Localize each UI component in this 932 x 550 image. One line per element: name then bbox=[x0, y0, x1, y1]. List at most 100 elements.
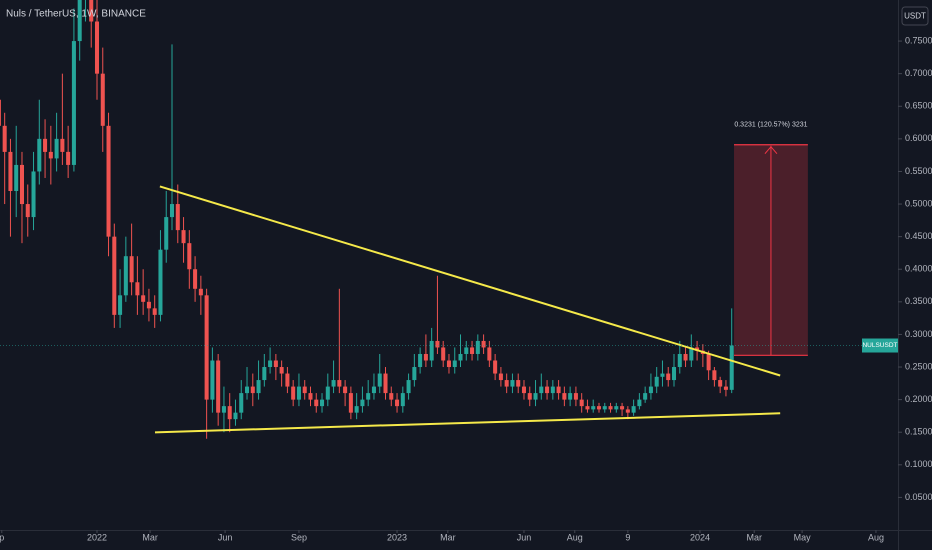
candle-body bbox=[562, 393, 567, 400]
x-tick-label: Jun bbox=[218, 532, 233, 542]
candle-body bbox=[204, 295, 209, 400]
candle-body bbox=[244, 386, 250, 394]
candle-body bbox=[625, 409, 630, 413]
candle-body bbox=[383, 373, 388, 394]
candle-body bbox=[493, 360, 498, 374]
last-price-tag bbox=[862, 338, 898, 353]
candle-body bbox=[227, 406, 232, 420]
candle-body bbox=[314, 399, 319, 407]
candle-body bbox=[89, 0, 94, 22]
candle-body bbox=[71, 41, 76, 165]
candle-body bbox=[118, 295, 123, 315]
candle-body bbox=[568, 393, 573, 400]
candle-body bbox=[239, 393, 244, 413]
candle-body bbox=[135, 282, 140, 296]
candle-body bbox=[37, 138, 42, 172]
candle-body bbox=[158, 249, 163, 315]
candle-body bbox=[268, 360, 273, 368]
x-tick-label: 9 bbox=[625, 532, 630, 542]
candle-body bbox=[498, 373, 503, 381]
candle-body bbox=[60, 138, 65, 152]
candle-body bbox=[262, 367, 267, 381]
plot-area bbox=[0, 0, 898, 439]
candle-body bbox=[608, 406, 613, 410]
candle-body bbox=[66, 151, 71, 165]
x-tick-label: 2023 bbox=[387, 532, 407, 542]
candle-body bbox=[337, 380, 342, 387]
candle-body bbox=[233, 412, 238, 420]
candle-body bbox=[164, 217, 169, 250]
x-tick-label: Mar bbox=[746, 532, 762, 542]
candle-body bbox=[285, 373, 290, 387]
candle-body bbox=[400, 393, 405, 407]
candle-body bbox=[677, 353, 682, 368]
candle-body bbox=[406, 380, 411, 394]
y-tick-label: 0.5000 bbox=[905, 198, 932, 208]
candle-body bbox=[516, 380, 521, 387]
candle-body bbox=[429, 340, 434, 361]
candle-body bbox=[487, 347, 492, 361]
candle-body bbox=[54, 138, 59, 159]
candle-body bbox=[31, 171, 36, 218]
candle-body bbox=[43, 138, 48, 152]
candle-body bbox=[371, 386, 376, 394]
candle-body bbox=[660, 373, 665, 377]
candle-body bbox=[648, 386, 653, 394]
candle-body bbox=[354, 406, 359, 413]
x-tick-label: Aug bbox=[868, 532, 884, 542]
x-tick-label: May bbox=[794, 532, 812, 542]
candle-body bbox=[706, 353, 711, 371]
y-tick-label: 0.1000 bbox=[905, 459, 932, 469]
candle-body bbox=[100, 73, 105, 126]
candle-body bbox=[452, 360, 457, 368]
candle-body bbox=[256, 380, 261, 394]
candle-body bbox=[423, 353, 428, 361]
candle-body bbox=[19, 164, 25, 205]
candle-body bbox=[14, 164, 19, 192]
candle-body bbox=[106, 125, 111, 237]
candle-body bbox=[308, 393, 313, 400]
chart-title: Nuls / TetherUS, 1W, BINANCE bbox=[6, 9, 146, 20]
y-tick-label: 0.6500 bbox=[905, 101, 932, 111]
y-tick-label: 0.7000 bbox=[905, 68, 932, 78]
candle-body bbox=[112, 236, 117, 315]
candle-body bbox=[718, 380, 723, 387]
y-tick-label: 0.2000 bbox=[905, 394, 932, 404]
measure-label: 0.3231 (120.57%) 3231 bbox=[734, 122, 807, 129]
candle-body bbox=[141, 295, 146, 302]
candle-body bbox=[77, 0, 82, 42]
x-tick-label: Mar bbox=[142, 532, 158, 542]
currency-box[interactable] bbox=[901, 6, 929, 26]
candle-body bbox=[527, 393, 532, 400]
candle-body bbox=[2, 125, 7, 152]
candle-body bbox=[631, 406, 636, 413]
trendline bbox=[154, 412, 781, 434]
x-tick-label: Jun bbox=[517, 532, 532, 542]
candle-body bbox=[25, 204, 30, 218]
candle-body bbox=[395, 399, 400, 407]
candle-body bbox=[556, 386, 561, 394]
last-price-label: NULSUSDT bbox=[862, 342, 897, 349]
candle-body bbox=[221, 406, 226, 413]
y-tick-label: 0.7500 bbox=[905, 35, 932, 45]
candle-body bbox=[210, 360, 215, 400]
y-tick-label: 0.4000 bbox=[905, 264, 932, 274]
candle-body bbox=[348, 393, 353, 413]
candle-body bbox=[712, 370, 717, 381]
candle-body bbox=[446, 360, 451, 368]
measure-arrowhead bbox=[764, 145, 778, 155]
candle-body bbox=[602, 406, 607, 410]
candle-body bbox=[187, 243, 192, 270]
y-tick-label: 0.2500 bbox=[905, 361, 932, 371]
candle-body bbox=[181, 230, 186, 244]
x-tick-label: Sep bbox=[291, 532, 307, 542]
currency-label[interactable]: USDT bbox=[904, 12, 926, 21]
axes: 0.0500 0.1000 0.1500 0.2000 0.2500 0.3000 0.35… bbox=[0, 35, 932, 542]
candle-body bbox=[193, 269, 198, 289]
candle-body bbox=[146, 301, 151, 309]
candle-body bbox=[579, 399, 584, 407]
y-tick-label: 0.4500 bbox=[905, 231, 932, 241]
candle-body bbox=[550, 386, 555, 394]
candle-body bbox=[291, 386, 296, 400]
